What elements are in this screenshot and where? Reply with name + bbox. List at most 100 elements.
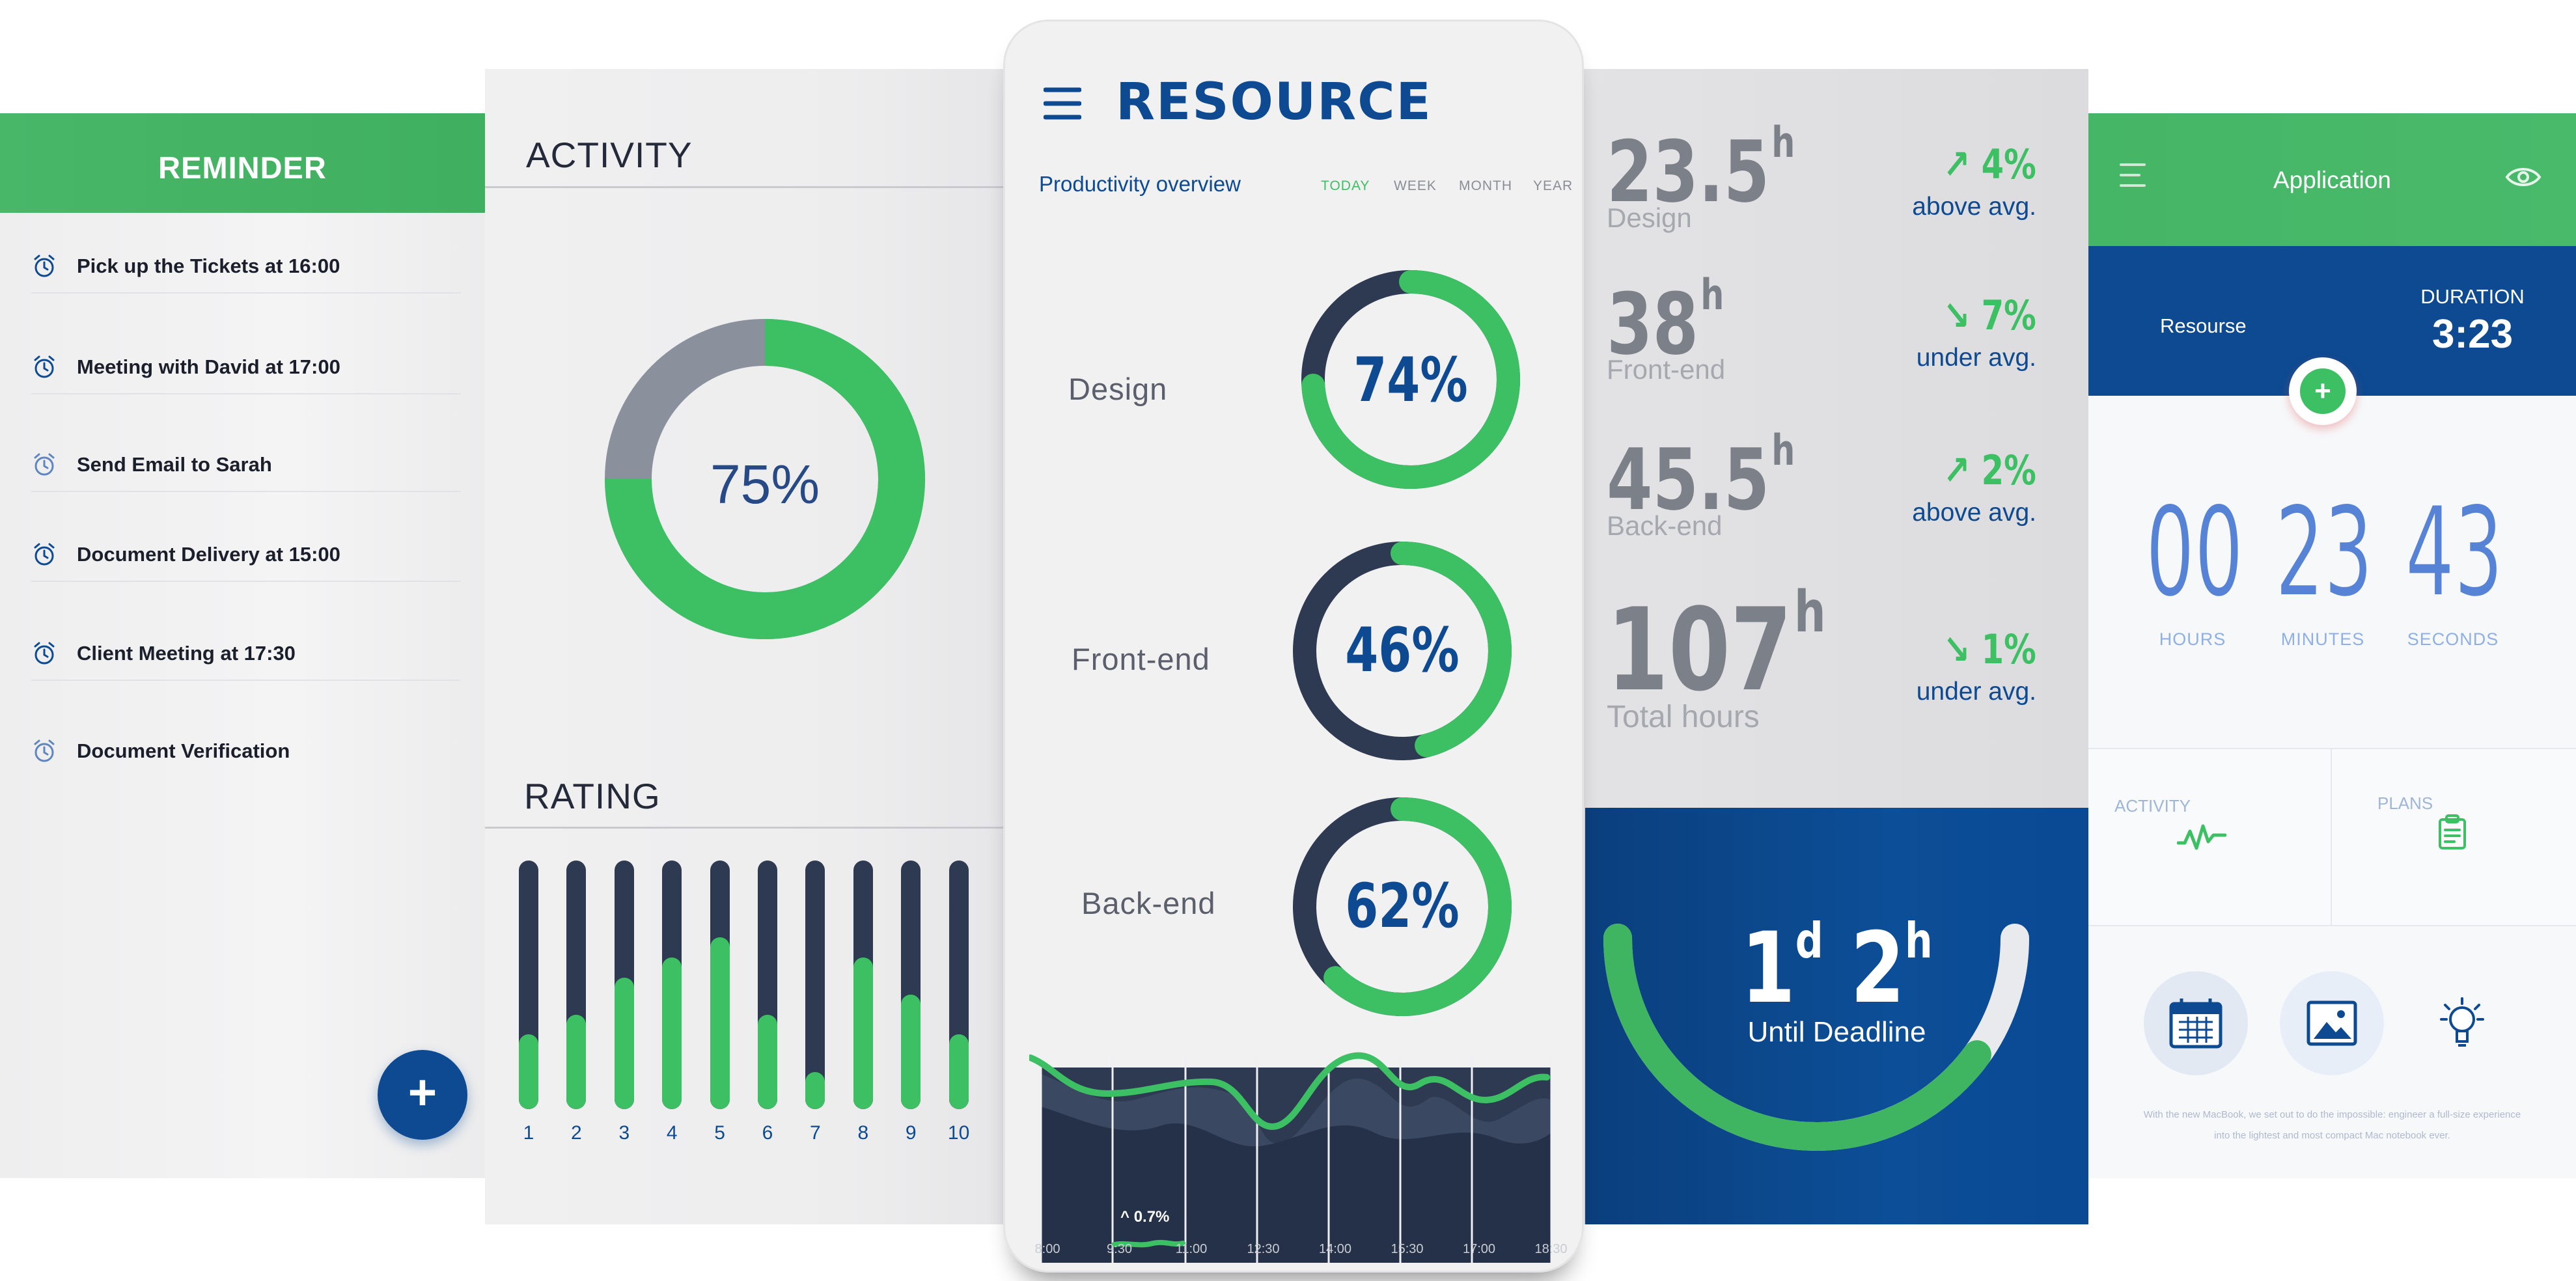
rating-bar-label: 2 (571, 1122, 582, 1144)
activity-pulse-icon (2177, 824, 2226, 850)
tab-month[interactable]: MONTH (1459, 178, 1512, 193)
add-button[interactable]: + (2300, 368, 2346, 414)
arrow-up-right-icon: ↗ (1943, 141, 1971, 188)
rating-bar-label: 5 (714, 1122, 725, 1144)
rating-bar (853, 861, 873, 1109)
reminder-item[interactable]: Client Meeting at 17:30 (31, 634, 461, 681)
timer-hours-label: HOURS (2159, 629, 2226, 649)
rating-bar-fill (949, 1034, 969, 1109)
time-tick-label: 14:00 (1318, 1242, 1352, 1256)
ring-progress-arc (1293, 797, 1512, 1016)
rating-bar (710, 861, 730, 1109)
page-title: RESOURCE (1116, 73, 1432, 131)
rating-bar (758, 861, 777, 1109)
reminder-item-label: Pick up the Tickets at 16:00 (77, 255, 340, 277)
calendar-button[interactable] (2144, 971, 2248, 1075)
app-header: Application (2088, 113, 2576, 246)
arrow-down-right-icon: ↘ (1943, 292, 1971, 339)
add-reminder-button[interactable]: + (378, 1050, 467, 1140)
tab-year[interactable]: YEAR (1533, 178, 1573, 193)
image-button[interactable] (2280, 971, 2384, 1075)
eye-icon[interactable] (2505, 164, 2541, 190)
rating-bar (901, 861, 921, 1109)
reminder-item[interactable]: Document Delivery at 15:00 (31, 535, 461, 582)
hamburger-menu-icon[interactable] (1044, 87, 1081, 120)
reminder-item-label: Send Email to Sarah (77, 453, 272, 476)
rating-bar-label: 6 (762, 1122, 773, 1144)
alarm-clock-icon (34, 642, 55, 665)
deadline-panel: 1d 2h Until Deadline (1585, 808, 2088, 1224)
stat-change: ↗ 4% (1943, 141, 2036, 188)
activity-title: ACTIVITY (526, 135, 693, 175)
app-title: Application (2273, 167, 2391, 193)
plus-icon: + (408, 1065, 437, 1120)
rating-bar-fill (710, 937, 730, 1109)
time-tick-label: 15:30 (1391, 1242, 1424, 1256)
stat-change: ↘ 1% (1943, 626, 2036, 673)
timer-minutes-label: MINUTES (2280, 629, 2365, 649)
reminder-item-label: Document Verification (77, 739, 290, 762)
rating-bar (519, 861, 538, 1109)
donut-progress-arc (605, 319, 925, 639)
rating-bar-fill (614, 977, 634, 1109)
reminder-item-label: Document Delivery at 15:00 (77, 543, 340, 566)
ring-progress-arc (1301, 270, 1520, 489)
ring-value-design: 74% (1353, 345, 1468, 416)
front-end-ring-chart (1293, 542, 1512, 760)
rating-bar-fill (853, 957, 873, 1109)
design-ring-chart (1301, 270, 1520, 489)
time-tick-label: 17:00 (1462, 1242, 1496, 1256)
stat-value: 45.5h (1607, 426, 1795, 530)
idea-button[interactable] (2410, 971, 2514, 1075)
rating-bar (949, 861, 969, 1109)
timer-seconds-label: SECONDS (2407, 629, 2499, 649)
wave-gridlines (1040, 1054, 1553, 1263)
back-end-ring-chart (1293, 797, 1512, 1016)
reminder-item-label: Client Meeting at 17:30 (77, 642, 296, 665)
rating-bar-fill (566, 1014, 587, 1109)
alarm-clock-icon (34, 355, 55, 378)
reminder-item[interactable]: Pick up the Tickets at 16:00 (31, 247, 461, 294)
time-tick-label: 8:00 (1034, 1242, 1060, 1256)
stat-label: Back-end (1607, 510, 1723, 541)
deadline-value: 1d 2h (1741, 912, 1933, 1025)
rating-bar-label: 4 (666, 1122, 678, 1144)
activity-donut-value: 75% (710, 454, 820, 515)
deadline-gauge (1603, 924, 2029, 1151)
alarm-clock-icon (34, 255, 55, 277)
tab-plans[interactable]: PLANS (2332, 749, 2576, 925)
arrow-down-right-icon: ↘ (1943, 626, 1971, 673)
alarm-clock-icon (34, 543, 55, 566)
stat-note: above avg. (1912, 193, 2036, 221)
reminder-item[interactable]: Meeting with David at 17:00 (31, 348, 461, 394)
reminder-header: REMINDER (0, 113, 485, 213)
timer-hours: 00 (2145, 480, 2243, 624)
reminder-item[interactable]: Send Email to Sarah (31, 445, 461, 492)
ring-label-design: Design (1068, 372, 1168, 406)
tab-plans-label: PLANS (2377, 793, 2433, 813)
wave-fill-secondary (1041, 1107, 1551, 1263)
tab-activity[interactable]: ACTIVITY (2088, 749, 2332, 925)
clipboard-icon (2439, 814, 2466, 849)
rating-bar-fill (519, 1034, 538, 1109)
gauge-progress-arc (1603, 924, 2029, 1151)
menu-icon[interactable] (2120, 162, 2148, 188)
calendar-icon (2169, 999, 2223, 1049)
tab-week[interactable]: WEEK (1394, 178, 1437, 193)
productivity-wave-chart (1029, 1052, 1553, 1263)
app-tabs: ACTIVITY PLANS (2088, 748, 2576, 926)
image-icon (2306, 1000, 2357, 1046)
reminder-title: REMINDER (158, 150, 327, 185)
rating-bar-fill (805, 1071, 825, 1109)
tab-today[interactable]: TODAY (1321, 178, 1370, 193)
rating-bar-label: 7 (810, 1122, 821, 1144)
stat-label: Front-end (1607, 354, 1726, 385)
phone-screen: RESOURCE Productivity overview TODAY WEE… (1003, 20, 1584, 1273)
rating-bar-fill (662, 957, 682, 1109)
ring-value-front-end: 46% (1345, 615, 1460, 686)
reminder-item[interactable]: Document Verification (31, 732, 461, 777)
ring-value-back-end: 62% (1345, 871, 1460, 942)
rating-bar-fill (758, 1014, 777, 1109)
stat-value: 38h (1607, 270, 1724, 374)
stat-note: above avg. (1912, 499, 2036, 527)
